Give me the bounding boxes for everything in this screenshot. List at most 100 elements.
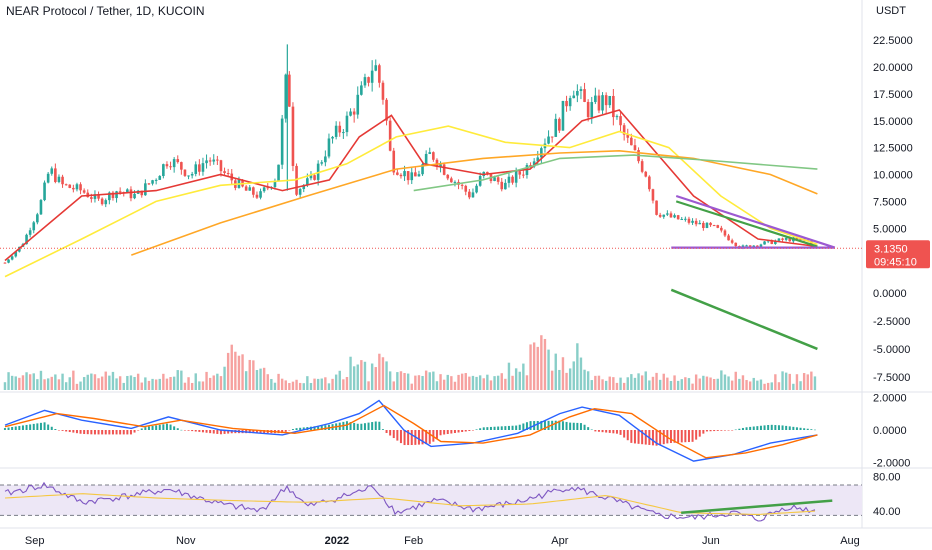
volume-bar	[187, 377, 190, 390]
macd-histogram-bar	[147, 426, 150, 430]
macd-histogram-bar	[756, 426, 759, 430]
candle-body	[680, 219, 684, 221]
macd-histogram-bar	[396, 430, 399, 441]
macd-histogram-bar	[313, 426, 316, 430]
candle-body	[291, 106, 295, 166]
volume-bar	[471, 375, 475, 390]
volume-bar	[306, 376, 309, 390]
macd-histogram-bar	[93, 430, 96, 435]
candle-body	[219, 160, 223, 172]
volume-bar	[666, 377, 669, 390]
moving-average-line	[4, 109, 818, 262]
candle-body	[266, 187, 270, 189]
volume-bar	[388, 371, 392, 390]
candle-body	[511, 176, 514, 183]
price-axis-tick: 22.5000	[873, 35, 913, 47]
candle-body	[468, 191, 471, 198]
volume-bar	[338, 370, 341, 390]
macd-histogram-bar	[180, 429, 183, 431]
chart-title: NEAR Protocol / Tether, 1D, KUCOIN	[6, 4, 205, 18]
macd-histogram-bar	[90, 430, 93, 435]
volume-bar	[208, 377, 212, 390]
candle-body	[651, 189, 655, 201]
volume-bar	[774, 374, 777, 390]
macd-histogram-bar	[529, 421, 532, 430]
macd-histogram-bar	[158, 424, 161, 430]
macd-histogram-bar	[777, 425, 780, 430]
macd-histogram-bar	[72, 430, 75, 433]
candle-body	[795, 237, 799, 240]
volume-bar	[230, 344, 233, 390]
macd-line	[4, 404, 818, 459]
candle-body	[550, 136, 554, 138]
volume-bar	[320, 378, 323, 390]
volume-bar	[568, 368, 572, 390]
volume-bar	[363, 361, 367, 390]
macd-histogram-bar	[7, 427, 10, 430]
volume-bar	[180, 370, 183, 390]
volume-bar	[10, 375, 14, 390]
volume-bar	[291, 381, 295, 390]
macd-histogram-bar	[83, 430, 86, 435]
macd-histogram-bar	[752, 426, 755, 430]
candle-body	[568, 98, 572, 107]
volume-bar	[529, 344, 532, 390]
candle-body	[72, 187, 75, 190]
candle-body	[64, 184, 68, 186]
macd-histogram-bar	[212, 430, 215, 434]
macd-histogram-bar	[194, 430, 197, 432]
candle-body	[360, 85, 363, 95]
candle-body	[111, 192, 115, 199]
candle-body	[684, 218, 687, 220]
volume-bar	[453, 381, 457, 390]
volume-bar	[50, 376, 53, 390]
volume-bar	[147, 380, 151, 390]
volume-bar	[752, 377, 755, 390]
price-axis-tick: 15.0000	[873, 116, 913, 128]
volume-bar	[680, 379, 683, 390]
volume-bar	[576, 343, 579, 390]
volume-bar	[424, 370, 428, 390]
volume-bar	[547, 349, 550, 390]
macd-histogram-bar	[173, 426, 176, 430]
rsi-line	[4, 493, 816, 515]
volume-bar	[662, 373, 665, 390]
macd-histogram-bar	[299, 427, 302, 430]
volume-bar	[115, 378, 118, 390]
macd-histogram-bar	[317, 425, 320, 430]
candle-body	[176, 159, 180, 163]
volume-bar	[442, 379, 446, 390]
candle-body	[284, 74, 288, 119]
macd-histogram-bar	[129, 430, 132, 435]
volume-bar	[792, 383, 795, 390]
volume-bar	[464, 373, 467, 390]
candle-body	[748, 245, 752, 248]
macd-histogram-bar	[198, 430, 201, 432]
macd-histogram-bar	[569, 422, 572, 430]
candle-body	[129, 189, 133, 199]
macd-histogram-bar	[248, 430, 251, 434]
candle-body	[154, 179, 158, 181]
candle-body	[14, 251, 18, 257]
candle-group	[3, 59, 817, 264]
volume-bar	[3, 382, 7, 390]
candle-body	[367, 77, 370, 83]
volume-bar	[374, 367, 377, 390]
macd-histogram-bar	[288, 430, 291, 431]
candle-body	[32, 222, 36, 231]
volume-bar	[705, 376, 709, 390]
volume-bar	[586, 371, 590, 390]
macd-histogram-bar	[169, 424, 172, 430]
macd-histogram-bar	[443, 430, 446, 435]
indicator-axis-tick: -5.0000	[873, 344, 910, 356]
volume-bar	[727, 376, 730, 390]
volume-bar	[759, 379, 763, 390]
candle-body	[716, 225, 720, 228]
candle-body	[61, 176, 64, 185]
macd-histogram-bar	[151, 425, 154, 430]
candle-body	[475, 185, 478, 193]
candle-body	[493, 177, 496, 182]
macd-histogram-bar	[738, 428, 741, 430]
candle-body	[201, 163, 205, 172]
candle-body	[612, 95, 615, 118]
